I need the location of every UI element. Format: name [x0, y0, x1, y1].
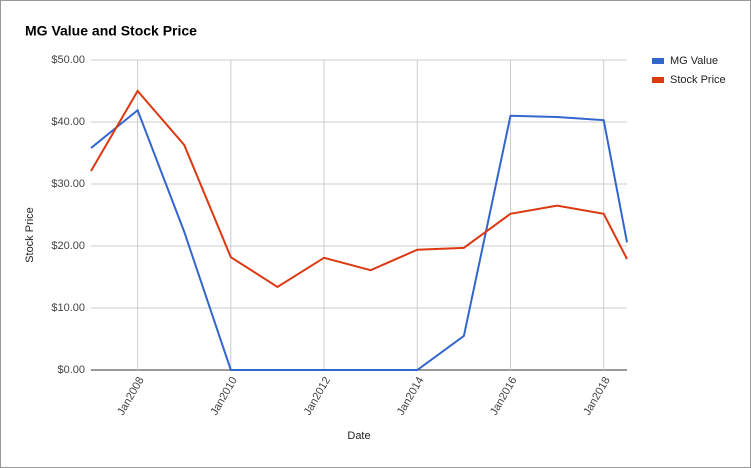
y-tick-label: $50.00	[51, 54, 85, 66]
legend-label: MG Value	[670, 55, 718, 67]
legend-swatch	[652, 77, 664, 83]
legend-label: Stock Price	[670, 74, 726, 86]
line-series	[90, 89, 628, 289]
x-axis-title: Date	[347, 430, 370, 442]
chart-title: MG Value and Stock Price	[25, 23, 197, 39]
line-series	[90, 108, 628, 371]
y-tick-label: $40.00	[51, 116, 85, 128]
legend-swatch	[652, 58, 664, 64]
y-axis-title: Stock Price	[24, 207, 36, 263]
y-tick-label: $20.00	[51, 240, 85, 252]
y-tick-label: $0.00	[57, 364, 85, 376]
y-tick-label: $10.00	[51, 302, 85, 314]
y-tick-label: $30.00	[51, 178, 85, 190]
